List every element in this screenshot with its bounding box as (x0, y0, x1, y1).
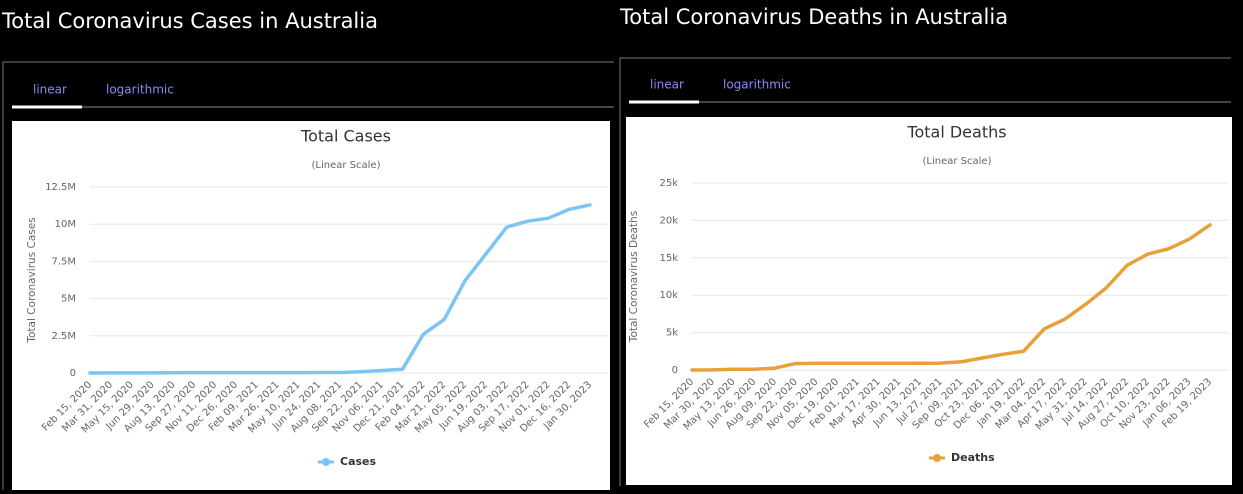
data-line (88, 203, 592, 375)
y-tick-label: 5k (666, 328, 678, 339)
legend-label[interactable]: Cases (340, 455, 377, 468)
y-axis-title: Total Coronavirus Cases (26, 217, 38, 343)
y-axis-title: Total Coronavirus Deaths (628, 211, 640, 343)
y-tick-label: 10k (659, 290, 678, 301)
page-heading: Total Coronavirus Deaths in Australia (619, 5, 1008, 29)
chart-subtitle: (Linear Scale) (312, 160, 381, 171)
chart-area (626, 117, 1232, 485)
legend-marker (933, 454, 941, 462)
panel-border (619, 57, 1231, 486)
tab[interactable]: linear (33, 83, 67, 97)
legend-label[interactable]: Deaths (951, 451, 995, 464)
tab[interactable]: logarithmic (106, 83, 174, 97)
y-tick-label: 15k (659, 253, 678, 264)
y-tick-label: 7.5M (51, 256, 76, 267)
data-line (690, 223, 1212, 372)
legend-marker (322, 458, 330, 466)
chart-subtitle: (Linear Scale) (923, 156, 992, 167)
chart-area (12, 121, 610, 490)
page-heading: Total Coronavirus Cases in Australia (1, 9, 378, 33)
chart-title: Total Deaths (906, 123, 1006, 142)
y-tick-label: 2.5M (51, 331, 76, 342)
y-tick-label: 25k (659, 178, 678, 189)
y-tick-label: 0 (70, 368, 76, 379)
chart-title: Total Cases (300, 127, 391, 146)
tab[interactable]: linear (650, 78, 684, 92)
y-tick-label: 0 (672, 365, 678, 376)
y-tick-label: 12.5M (45, 182, 76, 193)
y-tick-label: 5M (61, 294, 76, 305)
y-tick-label: 10M (55, 219, 76, 230)
tab[interactable]: logarithmic (723, 78, 791, 92)
panel-border (2, 61, 614, 490)
y-tick-label: 20k (659, 215, 678, 226)
